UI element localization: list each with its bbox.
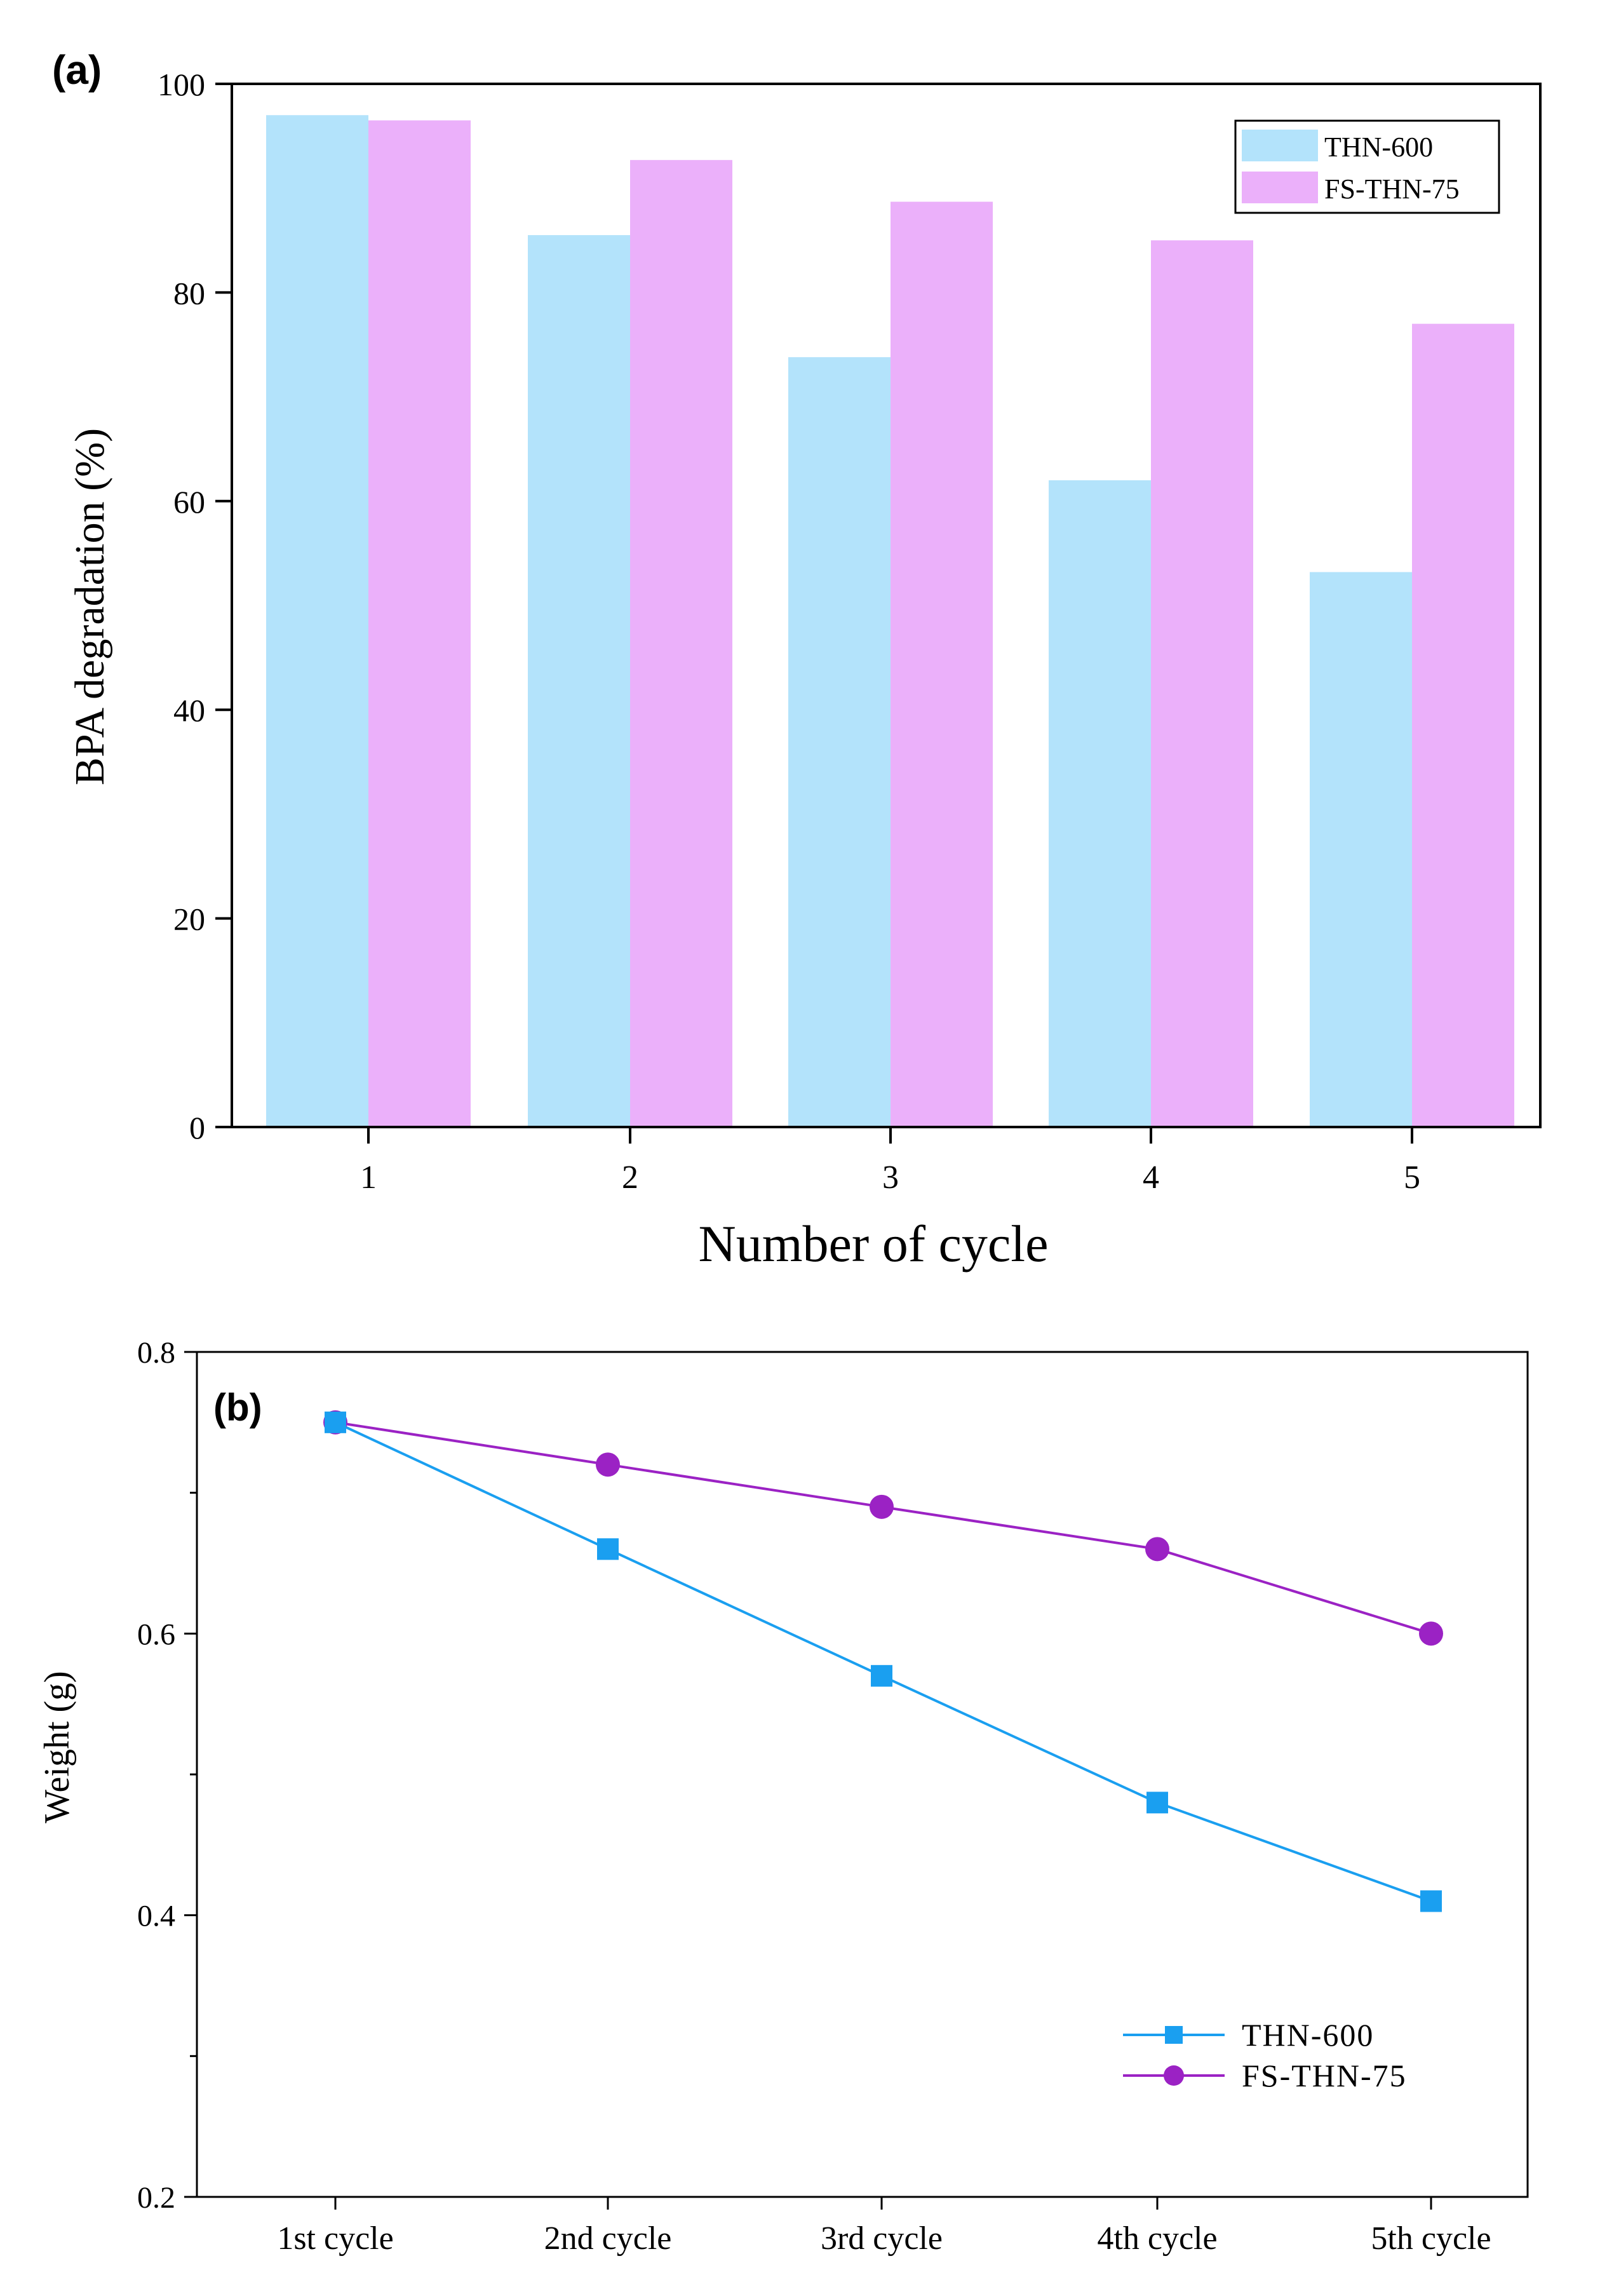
panel-b-y-tick-label-0.6: 0.6: [137, 1617, 175, 1651]
panel-a-bars: [266, 115, 1514, 1128]
panel-b-x-tick-label-2nd-cycle: 2nd cycle: [544, 2220, 672, 2257]
legend-swatch-fs-thn-75: [1242, 172, 1318, 203]
bar-fs-thn-75-4: [1151, 240, 1253, 1127]
point-thn-600-2nd-cycle: [597, 1538, 619, 1560]
panel-b-y-tick-label-0.8: 0.8: [137, 1336, 175, 1370]
panel-a-axis-ticks: 0 20 40 60 80 100 1 2 3 4 5: [158, 67, 1420, 1196]
panel-a-y-tick-label-100: 100: [158, 67, 205, 102]
panel-b-y-tick-label-0.2: 0.2: [137, 2181, 175, 2215]
panel-a-legend: THN-600 FS-THN-75: [1234, 119, 1500, 214]
bar-fs-thn-75-5: [1412, 323, 1514, 1127]
panel-a-y-tick-label-60: 60: [173, 484, 205, 520]
legend-marker-thn-600: [1165, 2026, 1183, 2044]
panel-a-y-tick-label-20: 20: [173, 902, 205, 937]
panel-a-x-tick-label-5: 5: [1404, 1159, 1420, 1196]
panel-a-label: (a): [52, 47, 102, 93]
bar-thn-600-1: [266, 115, 368, 1127]
legend-swatch-thn-600: [1242, 130, 1318, 161]
panel-b-x-tick-label-5th-cycle: 5th cycle: [1371, 2220, 1491, 2257]
point-thn-600-5th-cycle: [1420, 1890, 1442, 1912]
panel-b-x-tick-label-3rd-cycle: 3rd cycle: [821, 2220, 943, 2257]
panel-a-x-tick-label-4: 4: [1143, 1159, 1159, 1196]
point-thn-600-3rd-cycle: [871, 1665, 892, 1687]
panel-a-x-tick-label-3: 3: [882, 1159, 899, 1196]
panel-a-y-tick-label-80: 80: [173, 275, 205, 311]
panel-a-plot-frame: [231, 83, 1542, 1128]
bar-fs-thn-75-1: [368, 120, 471, 1128]
point-fs-thn-75-2nd-cycle: [596, 1452, 620, 1477]
legend-label-thn-600: THN-600: [1324, 132, 1433, 163]
point-thn-600-4th-cycle: [1146, 1792, 1168, 1814]
panel-b-x-tick-label-4th-cycle: 4th cycle: [1097, 2220, 1217, 2257]
bar-thn-600-2: [528, 235, 630, 1128]
panel-b-axis-ticks: 0.2 0.4 0.6 0.8 1st cycle 2nd cycle 3rd cycle 4…: [137, 1336, 1491, 2257]
bar-fs-thn-75-3: [891, 201, 993, 1127]
point-fs-thn-75-5th-cycle: [1419, 1621, 1443, 1646]
panel-b-y-tick-label-0.4: 0.4: [137, 1900, 175, 1933]
point-thn-600-1st-cycle: [325, 1411, 346, 1433]
panel-a-y-tick-label-0: 0: [189, 1110, 205, 1145]
panel-a-y-axis-label: BPA degradation (%): [67, 428, 113, 785]
panel-b-y-axis-label: Weight (g): [37, 1671, 77, 1823]
panel-a-x-tick-label-2: 2: [622, 1159, 638, 1196]
bar-thn-600-5: [1310, 572, 1412, 1127]
panel-a-bar-chart: (a) 0 20 40 60 80 100 1 2 3 4 5 Number of cycle BP…: [52, 47, 1542, 1273]
panel-a-x-axis-label: Number of cycle: [699, 1215, 1049, 1273]
panel-b-x-tick-label-1st-cycle: 1st cycle: [277, 2220, 393, 2257]
legend-marker-fs-thn-75: [1164, 2065, 1184, 2086]
line-fs-thn-75: [335, 1421, 1432, 1635]
panel-b-legend: THN-600 FS-THN-75: [1123, 2017, 1407, 2093]
point-fs-thn-75-3rd-cycle: [870, 1494, 894, 1519]
point-fs-thn-75-4th-cycle: [1145, 1537, 1169, 1562]
panel-a-x-tick-label-1: 1: [360, 1159, 377, 1196]
panel-b-line-chart: (b) 0.2 0.4 0.6 0.8 1st cycle 2nd cycle 3rd cy…: [37, 1336, 1529, 2257]
panel-b-series: [323, 1410, 1443, 1912]
legend-label-b-fs-thn-75: FS-THN-75: [1242, 2058, 1407, 2093]
bar-fs-thn-75-2: [630, 159, 732, 1128]
bar-thn-600-4: [1049, 480, 1151, 1127]
panel-a-y-tick-label-40: 40: [173, 692, 205, 728]
legend-label-b-thn-600: THN-600: [1242, 2017, 1374, 2053]
legend-label-fs-thn-75: FS-THN-75: [1324, 173, 1460, 205]
panel-b-label: (b): [213, 1386, 262, 1429]
bar-thn-600-3: [788, 357, 891, 1127]
line-thn-600: [335, 1421, 1432, 1903]
